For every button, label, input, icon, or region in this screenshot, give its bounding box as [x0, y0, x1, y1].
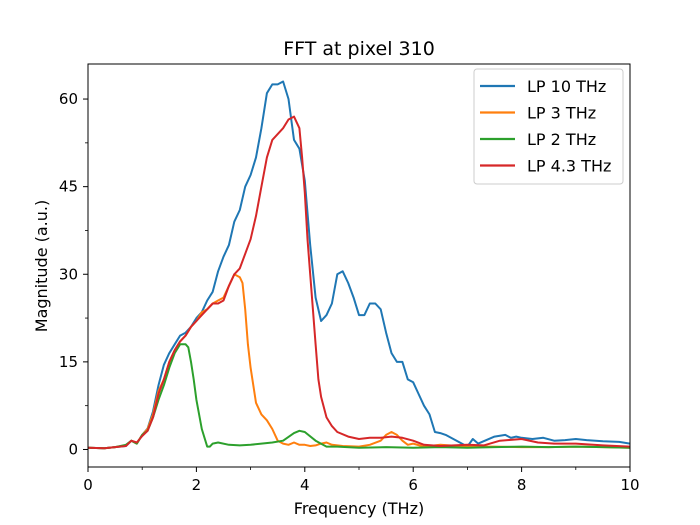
x-tick-label-0: 0: [83, 476, 93, 494]
y-axis-label: Magnitude (a.u.): [32, 200, 51, 332]
legend-label-3: LP 4.3 THz: [527, 157, 611, 176]
x-tick-label-4: 8: [517, 476, 527, 494]
series-line-3: [88, 115, 630, 450]
legend: LP 10 THz LP 3 THz LP 2 THz LP 4.3 THz: [473, 68, 624, 185]
y-tick-label-2: 30: [59, 265, 78, 283]
x-axis: 0 2 4 6 8 10: [83, 467, 640, 494]
legend-label-1: LP 3 THz: [527, 104, 596, 123]
series-layer: [88, 80, 630, 450]
x-tick-label-5: 10: [620, 476, 639, 494]
y-tick-label-3: 45: [59, 178, 78, 196]
x-tick-label-3: 6: [408, 476, 418, 494]
y-tick-label-1: 15: [59, 353, 78, 371]
x-tick-label-1: 2: [192, 476, 202, 494]
y-tick-label-4: 60: [59, 90, 78, 108]
plot-area: 0 2 4 6 8 10 0 15 30 45 60: [59, 63, 640, 494]
chart-title: FFT at pixel 310: [283, 38, 435, 60]
legend-box: [473, 68, 624, 185]
y-tick-label-0: 0: [68, 440, 78, 458]
series-line-0: [88, 80, 630, 450]
x-tick-label-2: 4: [300, 476, 310, 494]
y-axis: 0 15 30 45 60: [59, 90, 88, 458]
legend-label-0: LP 10 THz: [527, 77, 606, 96]
x-axis-label: Frequency (THz): [294, 499, 424, 518]
legend-label-2: LP 2 THz: [527, 130, 596, 149]
